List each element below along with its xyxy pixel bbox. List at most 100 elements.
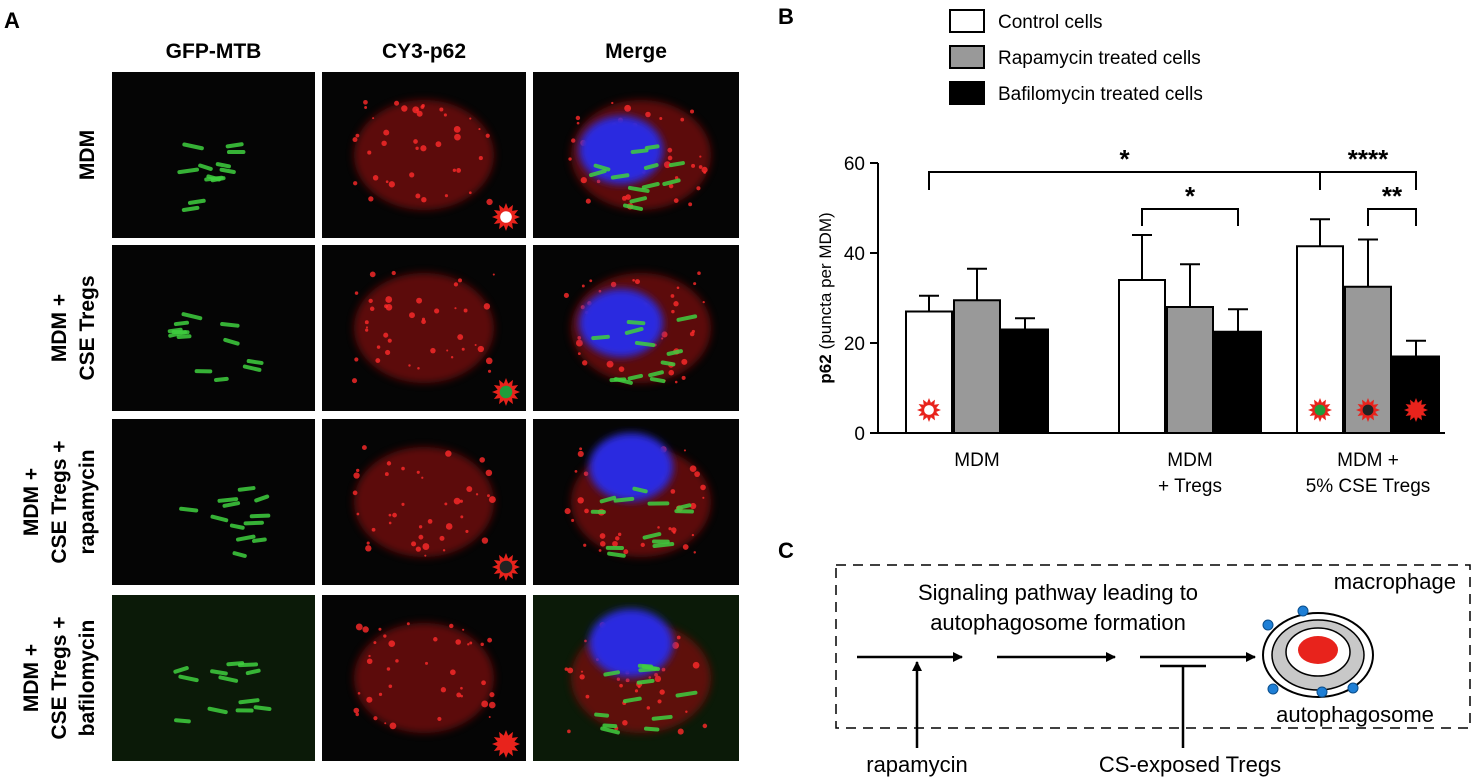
puncta	[383, 129, 390, 136]
puncta	[416, 110, 423, 117]
bacterium	[602, 723, 618, 729]
puncta	[582, 360, 588, 366]
bacterium	[643, 163, 659, 170]
puncta	[408, 364, 411, 367]
puncta	[625, 678, 630, 683]
puncta	[674, 380, 678, 384]
cargo	[1298, 636, 1338, 664]
puncta	[683, 449, 687, 452]
puncta	[413, 139, 418, 144]
y-tick-label: 40	[844, 244, 865, 265]
bacterium	[642, 532, 662, 540]
column-header: CY3-p62	[382, 40, 466, 63]
puncta	[672, 531, 676, 534]
row-label: MDM +	[20, 468, 43, 536]
bacterium	[225, 142, 244, 149]
puncta	[612, 540, 618, 547]
puncta	[646, 706, 651, 710]
bacterium	[627, 185, 650, 193]
puncta	[373, 641, 377, 645]
cell-signal	[354, 447, 494, 557]
puncta	[699, 155, 702, 158]
nucleus	[589, 433, 673, 501]
inhibitor-label: CS-exposed Tregs	[1099, 752, 1281, 777]
puncta	[456, 692, 462, 698]
puncta	[634, 279, 640, 285]
puncta	[368, 196, 374, 202]
puncta	[372, 117, 375, 120]
bacterium	[660, 360, 676, 367]
puncta	[430, 347, 436, 354]
puncta	[585, 198, 591, 204]
legend-label: Rapamycin treated cells	[998, 48, 1201, 69]
puncta	[378, 692, 383, 697]
puncta	[364, 106, 368, 109]
bacterium	[220, 322, 240, 328]
puncta	[364, 320, 369, 325]
bacterium	[607, 551, 626, 558]
puncta	[677, 728, 684, 735]
bacterium	[254, 494, 270, 503]
puncta	[676, 635, 681, 640]
bacterium	[629, 196, 648, 204]
bacterium	[181, 312, 203, 321]
puncta	[477, 345, 485, 353]
puncta	[488, 716, 491, 719]
lc3-dot	[1262, 619, 1274, 631]
puncta	[354, 357, 359, 362]
puncta	[661, 667, 666, 672]
bacterium	[245, 668, 261, 676]
puncta	[694, 471, 701, 478]
bacterium	[594, 712, 610, 718]
puncta	[367, 150, 372, 155]
puncta	[384, 722, 387, 725]
lc3-dot	[1347, 682, 1359, 694]
puncta	[369, 271, 376, 278]
bacterium	[624, 326, 644, 335]
puncta	[690, 109, 695, 114]
puncta	[458, 278, 462, 283]
micrograph	[112, 595, 315, 761]
puncta	[488, 496, 496, 504]
puncta	[440, 687, 447, 693]
cell-signal	[354, 273, 494, 383]
puncta	[355, 712, 360, 717]
puncta	[703, 171, 707, 174]
puncta	[353, 472, 360, 479]
puncta	[564, 667, 569, 671]
puncta	[356, 512, 360, 516]
row-label: MDM +	[48, 294, 71, 362]
puncta	[424, 661, 429, 665]
puncta	[439, 535, 445, 541]
y-tick-label: 60	[844, 154, 865, 175]
puncta	[691, 533, 695, 537]
bacterium	[651, 714, 673, 721]
box-label: macrophage	[1334, 569, 1456, 594]
puncta	[673, 301, 679, 307]
product-label: autophagosome	[1276, 702, 1434, 727]
puncta	[596, 179, 601, 184]
bacterium	[626, 320, 646, 326]
marker-star	[1404, 398, 1428, 422]
bacterium	[229, 523, 245, 530]
marker-star-center	[1314, 404, 1326, 416]
puncta	[366, 696, 373, 703]
puncta	[383, 634, 387, 638]
x-tick-label-line: + Tregs	[1158, 476, 1222, 497]
bacterium	[600, 726, 620, 735]
puncta	[487, 637, 493, 643]
puncta	[456, 168, 462, 173]
bacterium	[252, 537, 267, 543]
puncta	[468, 191, 472, 195]
puncta	[395, 659, 399, 663]
puncta	[453, 282, 459, 287]
puncta	[357, 691, 361, 695]
y-tick-label: 0	[854, 424, 865, 445]
puncta	[577, 497, 584, 504]
puncta	[369, 306, 375, 312]
activator-label: rapamycin	[866, 752, 967, 777]
marker-star-center	[499, 210, 513, 224]
column-header: Merge	[605, 40, 667, 63]
puncta	[563, 292, 569, 298]
